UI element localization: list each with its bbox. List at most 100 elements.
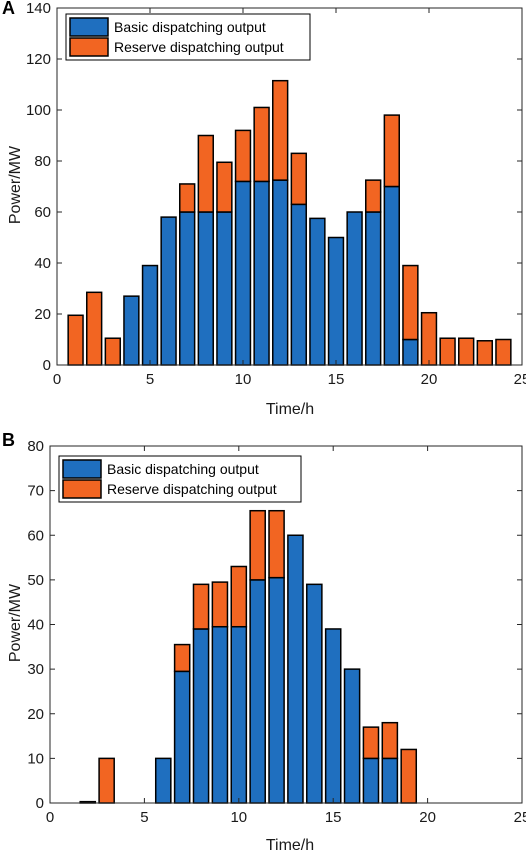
panel-b-bar-reserve-11 [249,509,266,581]
panel-b-y-tick-label-70: 70 [27,483,44,500]
panel-a-y-tick-label-0: 0 [43,357,51,374]
panel-b-legend-swatch-reserve [62,479,102,499]
panel-a-x-axis-label: Time/h [266,401,314,418]
panel-a-bar-reserve-10 [234,129,252,183]
panel-a: A 0 5 10 15 20 25 0 20 40 60 80 100 120 140 Time/h Po… [2,0,526,418]
panel-a-bar-reserve-11 [253,106,270,183]
panel-a-label: A [2,0,15,18]
panel-a-bar-reserve-20 [420,311,438,366]
panel-a-bar-basic-17 [365,211,382,366]
panel-a-bar-basic-5 [141,264,159,366]
panel-b-bar-basic-14 [306,583,323,804]
panel-b-y-tick-label-10: 10 [27,750,44,767]
panel-b-bar-basic-17 [362,757,380,804]
panel-a-x-tick-label-15: 15 [328,371,345,388]
panel-b-legend-label-basic: Basic dispatching output [107,461,259,477]
panel-a-bar-basic-15 [327,236,345,366]
panel-a-bar-reserve-3 [104,337,121,366]
panel-a-legend-swatch-reserve [69,37,109,57]
panel-a-legend-swatch-basic [69,17,109,37]
panel-b-bar-reserve-3 [98,757,115,804]
panel-a-bar-reserve-13 [290,152,307,206]
panel-b-x-tick-label-0: 0 [46,809,54,826]
panel-a-bar-basic-19 [402,338,419,366]
panel-a-y-tick-label-80: 80 [34,153,51,170]
panel-a-axes-box [56,7,523,366]
panel-b-legend-swatch-basic [62,459,102,479]
panel-a-bar-basic-8 [197,211,214,366]
panel-b-bar-basic-16 [343,668,361,804]
panel-a-y-tick-label-120: 120 [26,51,51,68]
panel-b-y-axis-label: Power/MW [7,583,24,662]
panel-a-bar-reserve-1 [67,314,84,366]
panel-a-x-tick-label-25: 25 [514,371,526,388]
panel-b-bar-reserve-7 [173,643,191,673]
panel-b-bar-reserve-18 [381,721,399,760]
panel-a-bar-basic-13 [290,203,307,366]
panel-b-plot: 0 5 10 15 20 25 0 10 20 30 40 50 60 70 80 [27,438,526,826]
panel-a-bar-basic-11 [253,180,270,366]
panel-a-x-tick-label-5: 5 [146,371,154,388]
panel-b-x-axis-label: Time/h [266,837,314,853]
panel-b-y-tick-label-30: 30 [27,661,44,678]
panel-a-bar-reserve-17 [365,179,382,213]
panel-b-y-tick-label-40: 40 [27,617,44,634]
panel-b-bar-reserve-10 [230,565,248,628]
panel-a-legend: Basic dispatching output Reserve dispatc… [65,13,311,61]
panel-a-bar-reserve-7 [179,183,196,213]
panel-b-y-tick-label-0: 0 [36,795,44,812]
panel-a-bar-reserve-9 [216,161,233,213]
panel-b-bar-basic-11 [249,579,266,804]
panel-b-bar-basic-15 [324,628,342,804]
panel-a-bar-basic-4 [123,295,140,366]
panel-b-legend: Basic dispatching output Reserve dispatc… [58,455,302,503]
panel-b-bar-basic-12 [268,576,285,804]
panel-a-bar-reserve-2 [86,291,103,366]
panel-b-bar-basic-8 [192,628,210,804]
panel-a-bar-basic-9 [216,211,233,366]
panel-b-y-tick-label-80: 80 [27,438,44,455]
panel-a-legend-label-reserve: Reserve dispatching output [114,39,284,55]
panel-b-bar-basic-18 [381,757,399,804]
panel-a-y-tick-label-100: 100 [26,102,51,119]
panel-b-bar-reserve-12 [268,509,285,579]
panel-a-bar-basic-14 [309,217,326,366]
panel-a-bar-basic-7 [179,211,196,366]
panel-b-bar-reserve-17 [362,726,380,760]
panel-a-bar-reserve-22 [458,337,475,366]
panel-a-bar-reserve-8 [197,134,214,213]
panel-b-bar-reserve-8 [192,583,210,630]
panel-b-bar-basic-10 [230,625,248,804]
panel-b-x-tick-label-15: 15 [325,809,342,826]
panel-b: B 0 5 10 15 20 25 0 10 20 30 40 50 60 70 80 Time/h Pow… [2,430,526,853]
panel-b-y-tick-label-20: 20 [27,706,44,723]
panel-a-bar-reserve-19 [402,264,419,341]
panel-b-x-tick-label-25: 25 [514,809,526,826]
panel-b-legend-label-reserve: Reserve dispatching output [107,481,277,497]
panel-b-x-tick-label-5: 5 [140,809,148,826]
panel-a-plot: 0 5 10 15 20 25 0 20 40 60 80 100 120 140 [26,0,526,388]
panel-a-bar-basic-6 [160,216,177,366]
panel-a-bar-basic-16 [346,211,363,366]
panel-b-bar-reserve-9 [211,581,229,628]
panel-a-legend-label-basic: Basic dispatching output [114,19,266,35]
panel-b-label: B [2,430,15,450]
panel-a-x-tick-label-10: 10 [235,371,252,388]
panel-b-bar-basic-6 [154,757,172,804]
panel-a-bar-basic-12 [272,179,289,366]
panel-a-x-tick-label-20: 20 [421,371,438,388]
panel-b-bar-basic-13 [287,534,304,804]
panel-b-x-tick-label-20: 20 [419,809,436,826]
panel-a-bar-reserve-23 [476,340,493,366]
panel-a-x-tick-label-0: 0 [53,371,61,388]
panel-b-bar-basic-7 [173,670,191,804]
panel-b-bar-basic-9 [211,625,229,804]
panel-a-bar-reserve-24 [495,338,512,366]
panel-a-bar-basic-18 [383,185,400,366]
panel-b-x-tick-label-10: 10 [230,809,247,826]
panel-a-y-tick-label-40: 40 [34,255,51,272]
panel-a-bar-reserve-12 [272,79,289,181]
panel-b-y-tick-label-50: 50 [27,572,44,589]
panel-a-y-tick-label-60: 60 [34,204,51,221]
